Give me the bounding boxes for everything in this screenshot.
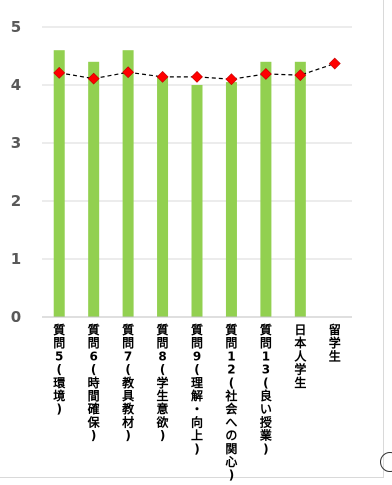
x-tick-label: 質問 5 (環境) xyxy=(53,322,66,416)
x-tick-label: 質問 9 (理解・向上) xyxy=(191,322,203,456)
bar xyxy=(225,82,237,317)
x-tick-label: 質問 6 (時間確保) xyxy=(87,322,101,443)
series-line xyxy=(59,62,335,80)
data-point-marker xyxy=(122,66,135,79)
bar xyxy=(294,61,306,317)
x-tick-label: 質問 7 (教具教材) xyxy=(121,322,135,443)
x-tick-label: 質問 8 (学生意欲) xyxy=(156,322,169,443)
data-point-marker xyxy=(191,70,203,83)
y-tick-label: 0 xyxy=(11,308,21,326)
y-tick-label: 5 xyxy=(11,18,21,36)
y-tick-label: 4 xyxy=(11,76,21,94)
data-point-marker xyxy=(259,68,272,80)
data-point-marker xyxy=(225,73,238,86)
data-point-marker xyxy=(53,66,66,79)
bar xyxy=(191,85,203,317)
bar xyxy=(53,50,65,317)
data-point-marker xyxy=(328,57,341,70)
bar xyxy=(260,61,272,317)
circle-icon xyxy=(380,452,392,472)
bar xyxy=(157,76,169,317)
y-tick-label: 1 xyxy=(11,250,21,268)
data-point-marker xyxy=(87,72,100,85)
y-tick-label: 2 xyxy=(11,192,21,210)
x-tick-label: 質問 1 2 (社会への関心) xyxy=(224,322,238,482)
bar xyxy=(122,50,134,317)
y-tick-label: 3 xyxy=(11,134,21,152)
data-point-marker xyxy=(156,70,169,83)
chart-frame xyxy=(0,0,384,478)
bar xyxy=(88,61,100,317)
x-tick-label: 質問 1 3 (良い授業) xyxy=(259,322,273,456)
x-tick-label: 日本人学生 xyxy=(294,323,307,390)
data-point-marker xyxy=(294,69,307,82)
x-tick-label: 留学生 xyxy=(329,322,341,363)
